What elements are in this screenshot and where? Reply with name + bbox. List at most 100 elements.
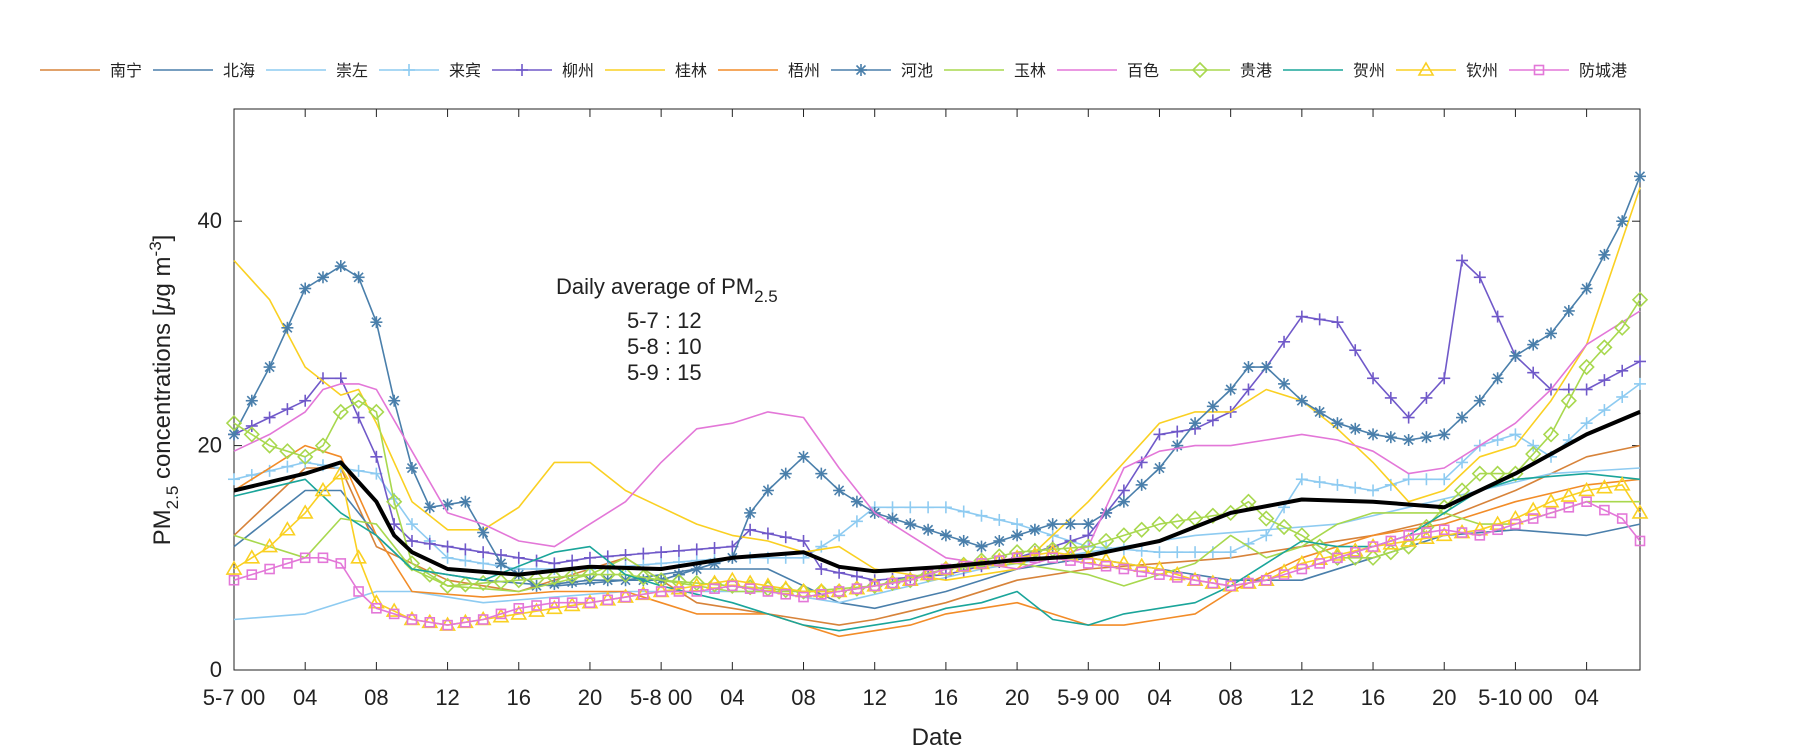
data-point-marker xyxy=(1295,310,1308,323)
data-point-marker xyxy=(1420,391,1433,404)
annotation-line-2: 5-8 : 10 xyxy=(627,334,702,359)
data-point-marker xyxy=(1456,254,1469,267)
data-point-marker xyxy=(939,501,952,514)
data-point-marker xyxy=(1598,248,1611,261)
data-point-marker xyxy=(1580,417,1593,430)
data-point-marker xyxy=(263,361,276,374)
data-point-marker xyxy=(1225,580,1236,592)
data-point-marker xyxy=(1224,383,1237,396)
data-point-marker xyxy=(264,563,275,575)
data-point-marker xyxy=(1634,355,1646,368)
legend-label: 梧州 xyxy=(788,62,820,80)
data-point-marker xyxy=(1153,462,1166,475)
data-point-marker xyxy=(441,540,454,553)
y-label-rest: concentrations [ xyxy=(149,309,176,485)
data-point-marker xyxy=(282,558,293,569)
data-point-marker xyxy=(513,602,525,614)
data-point-marker xyxy=(1331,478,1344,491)
data-point-marker xyxy=(281,403,294,416)
data-point-marker xyxy=(528,570,545,587)
data-point-marker xyxy=(1491,372,1504,385)
data-point-marker xyxy=(1296,563,1308,575)
data-point-marker xyxy=(317,552,329,564)
data-point-marker xyxy=(1243,577,1254,589)
series-6 xyxy=(233,444,1641,638)
data-point-marker xyxy=(905,574,916,586)
data-point-marker xyxy=(245,419,258,432)
x-tick-label: 16 xyxy=(507,685,531,710)
data-point-marker xyxy=(922,523,935,536)
x-tick-label: 12 xyxy=(435,685,459,710)
data-point-marker xyxy=(1224,546,1237,559)
data-point-marker xyxy=(563,596,581,612)
data-point-marker xyxy=(1313,476,1326,489)
y-tick-label: 0 xyxy=(210,657,222,682)
data-point-marker xyxy=(1456,411,1469,424)
data-point-marker xyxy=(795,583,812,600)
data-point-marker xyxy=(516,64,528,76)
annotation-line-3: 5-9 : 15 xyxy=(627,360,702,385)
x-tick-label: 16 xyxy=(1361,685,1385,710)
data-point-marker xyxy=(261,437,278,454)
data-point-marker xyxy=(1402,473,1415,486)
data-point-marker xyxy=(1258,510,1275,527)
data-point-marker xyxy=(619,574,632,587)
data-point-marker xyxy=(1133,521,1150,538)
data-point-marker xyxy=(225,415,243,432)
data-point-marker xyxy=(403,64,415,76)
data-point-marker xyxy=(299,456,312,469)
data-point-marker xyxy=(779,467,792,480)
data-point-marker xyxy=(1599,504,1610,516)
data-point-marker xyxy=(780,588,792,600)
data-point-marker xyxy=(1491,310,1504,323)
x-tick-label: 08 xyxy=(364,685,388,710)
data-point-marker xyxy=(638,588,649,600)
data-point-marker xyxy=(245,394,258,407)
data-point-marker xyxy=(439,577,456,594)
data-point-marker xyxy=(368,403,385,421)
data-point-marker xyxy=(1581,496,1592,508)
data-point-marker xyxy=(1367,372,1380,385)
data-point-marker xyxy=(1135,544,1148,557)
data-point-marker xyxy=(1275,518,1293,536)
data-point-marker xyxy=(583,574,596,587)
y-tick-label: 20 xyxy=(198,433,222,458)
data-point-marker xyxy=(1596,339,1613,356)
data-point-marker xyxy=(512,551,525,564)
data-point-marker xyxy=(779,531,792,544)
data-point-marker xyxy=(1420,473,1433,486)
legend-item: 贵港 xyxy=(1170,61,1272,80)
data-point-marker xyxy=(370,450,383,463)
data-point-marker xyxy=(581,566,599,583)
data-point-marker xyxy=(477,557,490,570)
x-tick-label: 08 xyxy=(1218,685,1242,710)
data-point-marker xyxy=(1527,366,1540,379)
data-point-marker xyxy=(477,526,490,539)
data-point-marker xyxy=(370,316,383,329)
data-point-marker xyxy=(1364,549,1382,566)
data-point-marker xyxy=(459,495,472,508)
data-point-marker xyxy=(1171,546,1184,559)
data-point-marker xyxy=(1631,504,1649,519)
data-point-marker xyxy=(279,443,296,460)
data-point-marker xyxy=(314,437,332,454)
data-point-marker xyxy=(1206,400,1219,413)
data-point-marker xyxy=(1064,518,1077,531)
data-point-marker xyxy=(833,484,846,497)
legend-item: 来宾 xyxy=(379,62,481,80)
legend-label: 河池 xyxy=(901,62,933,80)
data-point-marker xyxy=(1242,361,1255,374)
data-point-marker xyxy=(243,426,260,443)
data-point-marker xyxy=(1293,527,1310,544)
series-2 xyxy=(233,467,1641,621)
legend-label: 钦州 xyxy=(1466,62,1498,80)
data-point-marker xyxy=(797,450,810,463)
legend-label: 桂林 xyxy=(675,62,707,80)
data-point-marker xyxy=(1438,473,1451,486)
legend-label: 贺州 xyxy=(1353,62,1385,80)
data-point-marker xyxy=(1189,417,1202,430)
data-point-marker xyxy=(1135,478,1148,491)
legend-label: 柳州 xyxy=(562,62,594,80)
data-point-marker xyxy=(1533,64,1545,76)
x-tick-label: 5-8 00 xyxy=(630,685,692,710)
